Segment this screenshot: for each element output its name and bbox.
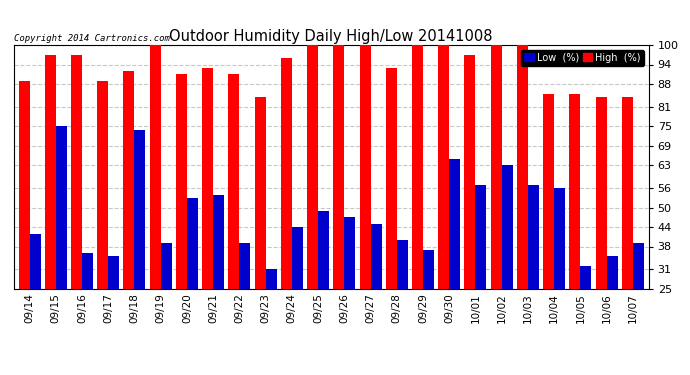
Bar [607,256,618,289]
Bar [580,266,591,289]
Bar [517,45,528,289]
Bar [449,159,460,289]
Bar [239,243,250,289]
Bar [333,45,344,289]
Bar [318,211,329,289]
Bar [82,253,93,289]
Bar [124,71,135,289]
Bar [161,243,172,289]
Bar [475,185,486,289]
Bar [19,81,30,289]
Bar [622,97,633,289]
Bar [255,97,266,289]
Bar [359,45,371,289]
Bar [595,97,607,289]
Bar [307,45,318,289]
Bar [371,224,382,289]
Bar [397,240,408,289]
Bar [438,45,449,289]
Bar [266,269,277,289]
Bar [202,68,213,289]
Bar [176,74,187,289]
Bar [45,55,56,289]
Bar [423,250,434,289]
Bar [187,198,198,289]
Bar [135,129,146,289]
Bar [108,256,119,289]
Bar [386,68,397,289]
Bar [56,126,67,289]
Bar [97,81,108,289]
Title: Outdoor Humidity Daily High/Low 20141008: Outdoor Humidity Daily High/Low 20141008 [170,29,493,44]
Bar [71,55,82,289]
Bar [502,165,513,289]
Legend: Low  (%), High  (%): Low (%), High (%) [521,50,644,66]
Bar [554,188,565,289]
Text: Copyright 2014 Cartronics.com: Copyright 2014 Cartronics.com [14,34,170,43]
Bar [543,94,554,289]
Bar [292,227,303,289]
Bar [528,185,539,289]
Bar [281,58,292,289]
Bar [213,195,224,289]
Bar [150,45,161,289]
Bar [412,45,423,289]
Bar [344,217,355,289]
Bar [491,45,502,289]
Bar [30,234,41,289]
Bar [633,243,644,289]
Bar [228,74,239,289]
Bar [569,94,580,289]
Bar [464,55,475,289]
